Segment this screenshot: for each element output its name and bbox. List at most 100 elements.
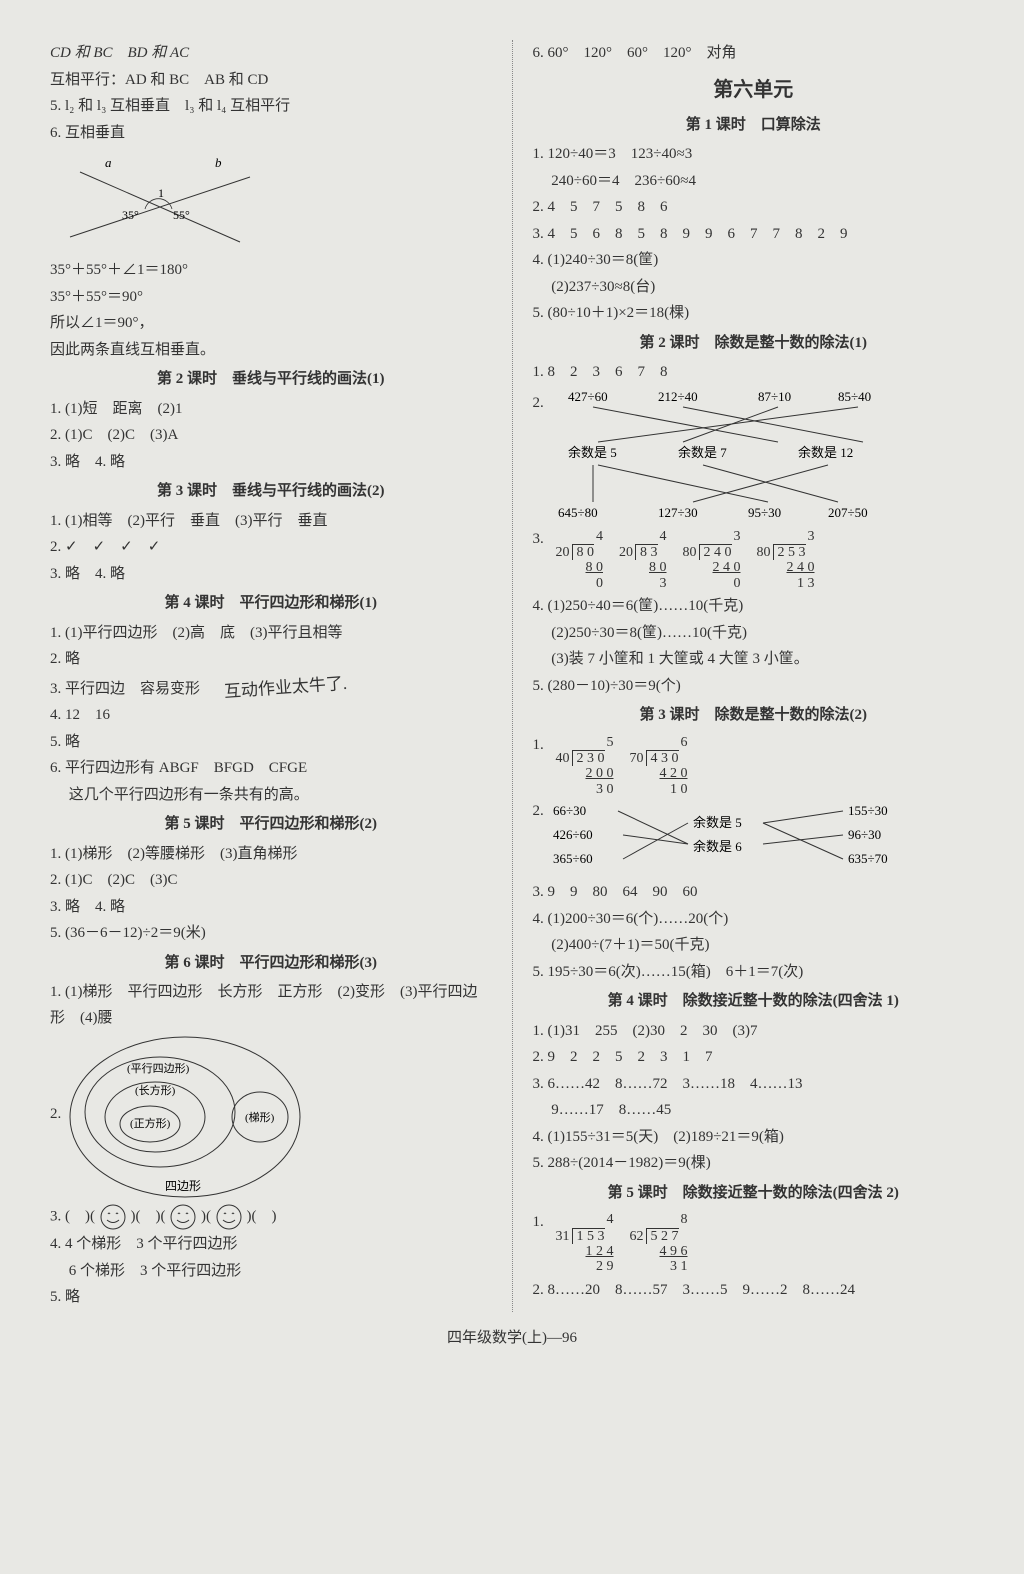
text: 6 个梯形 3 个平行四边形 [50, 1259, 492, 1285]
svg-text:365÷60: 365÷60 [553, 851, 593, 866]
section-title: 第 1 课时 口算除法 [533, 113, 975, 139]
q3-smileys: 3. ( )( )( )( )( )( ) [50, 1203, 492, 1231]
svg-text:207÷50: 207÷50 [828, 505, 868, 520]
svg-text:35°: 35° [122, 208, 139, 222]
long-division-row: 1. 5402 3 02 0 03 06704 3 04 2 01 0 [533, 733, 975, 800]
svg-text:95÷30: 95÷30 [748, 505, 781, 520]
text: 3. 平行四边 容易变形 互动作业太牛了. [50, 674, 492, 703]
matching-diagram-2: 66÷30 426÷60 365÷60 余数是 5 余数是 6 155÷30 9… [548, 799, 948, 879]
text: (2)400÷(7＋1)＝50(千克) [533, 933, 975, 959]
text: 4. (1)200÷30＝6(个)……20(个) [533, 907, 975, 933]
smiley-icon [215, 1203, 243, 1231]
section-title: 第 3 课时 除数是整十数的除法(2) [533, 703, 975, 729]
svg-text:155÷30: 155÷30 [848, 803, 888, 818]
text: 1. (1)31 255 (2)30 2 30 (3)7 [533, 1019, 975, 1045]
svg-text:(正方形): (正方形) [130, 1116, 171, 1130]
svg-text:127÷30: 127÷30 [658, 505, 698, 520]
svg-text:426÷60: 426÷60 [553, 827, 593, 842]
q2-label: 2. [50, 1032, 65, 1128]
text: 4. 4 个梯形 3 个平行四边形 [50, 1232, 492, 1258]
text: 4. (1)155÷31＝5(天) (2)189÷21＝9(箱) [533, 1125, 975, 1151]
text: 4. 12 16 [50, 703, 492, 729]
section-title: 第 5 课时 除数接近整十数的除法(四舍法 2) [533, 1181, 975, 1207]
left-column: CD 和 BC BD 和 AC 互相平行：AD 和 BC AB 和 CD 5. … [50, 40, 492, 1312]
text: 1. (1)梯形 平行四边形 长方形 正方形 (2)变形 (3)平行四边形 (4… [50, 980, 492, 1031]
section-title: 第 2 课时 除数是整十数的除法(1) [533, 331, 975, 357]
long-division-row: 1. 4311 5 31 2 42 98625 2 74 9 63 1 [533, 1210, 975, 1277]
q-label: 2. [533, 799, 548, 825]
text: 240÷60＝4 236÷60≈4 [533, 169, 975, 195]
text: 5. (36－6－12)÷2＝9(米) [50, 921, 492, 947]
text: 3. 略 4. 略 [50, 450, 492, 476]
long-division: 6704 3 04 2 01 0 [630, 735, 688, 798]
svg-text:四边形: 四边形 [165, 1179, 201, 1193]
text: 2. ✓ ✓ ✓ ✓ [50, 535, 492, 561]
svg-text:55°: 55° [173, 208, 190, 222]
text: (2)237÷30≈8(台) [533, 275, 975, 301]
text: 3. 略 4. 略 [50, 562, 492, 588]
svg-text:96÷30: 96÷30 [848, 827, 881, 842]
right-column: 6. 60° 120° 60° 120° 对角 第六单元 第 1 课时 口算除法… [533, 40, 975, 1312]
text: 3. 略 4. 略 [50, 895, 492, 921]
svg-text:余数是 6: 余数是 6 [693, 839, 742, 854]
text: 互相平行：AD 和 BC AB 和 CD [50, 68, 492, 94]
text: 5. l₂ 和 l₃ 互相垂直 l₃ 和 l₄ 互相平行 [50, 94, 492, 120]
text: 4. (1)240÷30＝8(筐) [533, 248, 975, 274]
svg-text:66÷30: 66÷30 [553, 803, 586, 818]
long-division-row: 3. 4208 08 004208 38 033802 4 02 4 00380… [533, 527, 975, 594]
svg-text:(平行四边形): (平行四边形) [127, 1062, 190, 1075]
angle-diagram: a b 1 35° 55° [50, 147, 270, 257]
text: 9……17 8……45 [533, 1098, 975, 1124]
text: 3. 4 5 6 8 5 8 9 9 6 7 7 8 2 9 [533, 222, 975, 248]
text: 1. 120÷40＝3 123÷40≈3 [533, 142, 975, 168]
q-label: 2. [533, 387, 548, 417]
smiley-icon [169, 1203, 197, 1231]
text: (3)装 7 小筐和 1 大筐或 4 大筐 3 小筐。 [533, 647, 975, 673]
text: 4. (1)250÷40＝6(筐)……10(千克) [533, 594, 975, 620]
text: 35°＋55°＋∠1＝180° [50, 258, 492, 284]
venn-diagram: (平行四边形) (长方形) (正方形) (梯形) 四边形 [65, 1032, 325, 1202]
text: 5. (80÷10＋1)×2＝18(棵) [533, 301, 975, 327]
text: 1. 8 2 3 6 7 8 [533, 360, 975, 386]
long-division: 5402 3 02 0 03 0 [556, 735, 614, 798]
long-division: 4311 5 31 2 42 9 [556, 1212, 614, 1275]
svg-text:212÷40: 212÷40 [658, 389, 698, 404]
text: 6. 60° 120° 60° 120° 对角 [533, 41, 975, 67]
matching-diagram: 427÷60 212÷40 87÷10 85÷40 余数是 5 余数是 7 余数… [548, 387, 948, 527]
svg-text:(梯形): (梯形) [245, 1111, 275, 1124]
text: 3. 9 9 80 64 90 60 [533, 880, 975, 906]
text: 2. (1)C (2)C (3)A [50, 423, 492, 449]
text: 2. 8……20 8……57 3……5 9……2 8……24 [533, 1278, 975, 1304]
section-title: 第 6 课时 平行四边形和梯形(3) [50, 951, 492, 977]
text: 因此两条直线互相垂直。 [50, 338, 492, 364]
smiley-icon [99, 1203, 127, 1231]
svg-text:余数是 7: 余数是 7 [678, 445, 727, 460]
text: 2. 9 2 2 5 2 3 1 7 [533, 1045, 975, 1071]
text: 1. (1)平行四边形 (2)高 底 (3)平行且相等 [50, 621, 492, 647]
text: 5. (280－10)÷30＝9(个) [533, 674, 975, 700]
text: 2. 4 5 7 5 8 6 [533, 195, 975, 221]
text: 5. 略 [50, 1285, 492, 1311]
text: 5. 略 [50, 730, 492, 756]
text: CD 和 BC BD 和 AC [50, 41, 492, 67]
text: 5. 288÷(2014－1982)＝9(棵) [533, 1151, 975, 1177]
svg-text:87÷10: 87÷10 [758, 389, 791, 404]
svg-text:427÷60: 427÷60 [568, 389, 608, 404]
svg-text:a: a [105, 155, 112, 170]
long-division: 4208 38 03 [619, 529, 667, 592]
text: 2. 略 [50, 647, 492, 673]
text: 1. (1)梯形 (2)等腰梯形 (3)直角梯形 [50, 842, 492, 868]
text: 1. (1)短 距离 (2)1 [50, 397, 492, 423]
svg-text:(长方形): (长方形) [135, 1083, 176, 1097]
column-divider [512, 40, 513, 1312]
svg-text:645÷80: 645÷80 [558, 505, 598, 520]
text: 2. (1)C (2)C (3)C [50, 868, 492, 894]
svg-text:余数是 5: 余数是 5 [693, 815, 742, 830]
svg-text:余数是 5: 余数是 5 [568, 445, 617, 460]
text: 这几个平行四边形有一条共有的高。 [50, 783, 492, 809]
text: 1. (1)相等 (2)平行 垂直 (3)平行 垂直 [50, 509, 492, 535]
text: 5. 195÷30＝6(次)……15(箱) 6＋1＝7(次) [533, 960, 975, 986]
svg-text:余数是 12: 余数是 12 [798, 445, 853, 460]
long-division: 4208 08 00 [556, 529, 604, 592]
handwriting: 互动作业太牛了. [223, 669, 348, 706]
